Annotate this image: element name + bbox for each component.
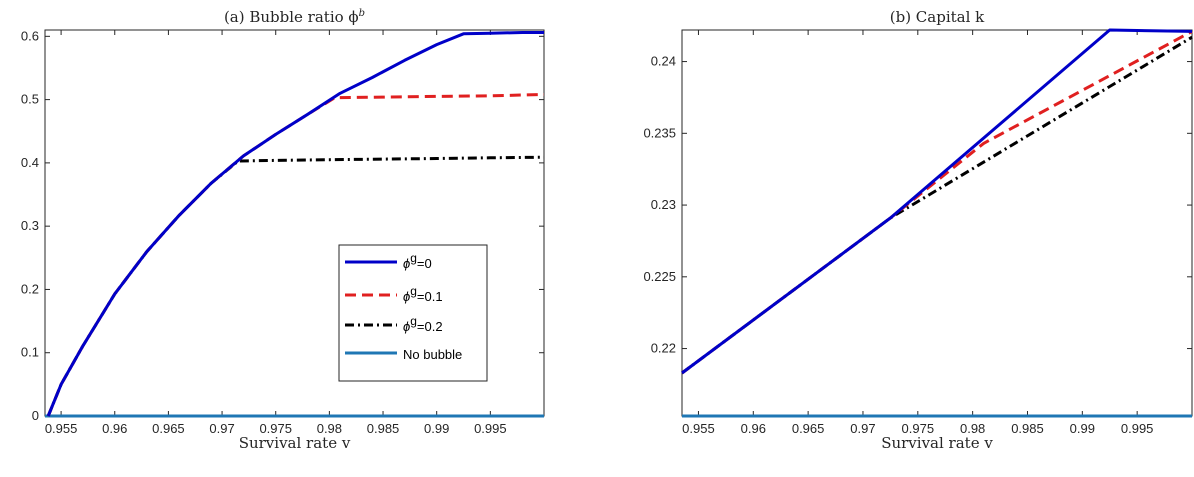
x-tick-label: 0.955 <box>682 421 715 436</box>
panel-b: 0.955 0.96 0.965 0.97 0.975 0.98 0.985 0.99 0.99… <box>643 8 1193 452</box>
y-tick-label: 0.1 <box>21 345 39 360</box>
series-line-3 <box>681 35 1193 375</box>
legend-label-1: ϕg=0 <box>403 251 432 271</box>
plot-area <box>681 29 1193 417</box>
panel-a: 0.955 0.96 0.965 0.97 0.975 0.98 0.985 0.99 0.99… <box>21 8 545 452</box>
y-tick-label: 0.4 <box>21 155 39 170</box>
x-tick-label: 0.97 <box>850 421 875 436</box>
x-axis-label: Survival rate v <box>239 434 351 452</box>
x-axis-label: Survival rate v <box>881 434 993 452</box>
y-tick-label: 0.225 <box>643 269 676 284</box>
x-tick-label: 0.995 <box>474 421 507 436</box>
x-tick-label: 0.99 <box>424 421 449 436</box>
legend-label-3: ϕg=0.2 <box>403 314 443 334</box>
x-tick-label: 0.955 <box>45 421 78 436</box>
x-tick-label: 0.975 <box>902 421 935 436</box>
series-line-1 <box>681 28 1193 375</box>
x-tick-label: 0.96 <box>741 421 766 436</box>
chart-title: (a) Bubble ratio ϕb <box>224 8 365 26</box>
legend-label-2: ϕg=0.1 <box>403 284 443 304</box>
x-tick-label: 0.965 <box>152 421 185 436</box>
x-tick-label: 0.965 <box>792 421 825 436</box>
series-line-1 <box>46 31 544 417</box>
y-tick-label: 0.235 <box>643 125 676 140</box>
legend-box <box>338 244 488 382</box>
legend: ϕg=0 ϕg=0.1 ϕg=0.2 No bubble <box>338 244 488 382</box>
y-tick-label: 0 <box>32 408 39 423</box>
y-tick-label: 0.24 <box>651 54 676 69</box>
y-tick-label: 0.5 <box>21 92 39 107</box>
y-tick-label: 0.22 <box>651 341 676 356</box>
y-tick-label: 0.2 <box>21 281 39 296</box>
x-tick-label: 0.995 <box>1121 421 1154 436</box>
y-tick-label: 0.6 <box>21 28 39 43</box>
y-tick-label: 0.3 <box>21 218 39 233</box>
chart-title: (b) Capital k <box>890 8 985 26</box>
x-tick-label: 0.985 <box>367 421 400 436</box>
y-tick-label: 0.23 <box>651 197 676 212</box>
x-tick-label: 0.98 <box>960 421 985 436</box>
x-tick-label: 0.97 <box>209 421 234 436</box>
x-tick-label: 0.985 <box>1011 421 1044 436</box>
x-tick-label: 0.975 <box>259 421 292 436</box>
legend-label-4: No bubble <box>403 347 462 362</box>
x-tick-label: 0.99 <box>1070 421 1095 436</box>
x-tick-label: 0.98 <box>317 421 342 436</box>
x-tick-label: 0.96 <box>102 421 127 436</box>
